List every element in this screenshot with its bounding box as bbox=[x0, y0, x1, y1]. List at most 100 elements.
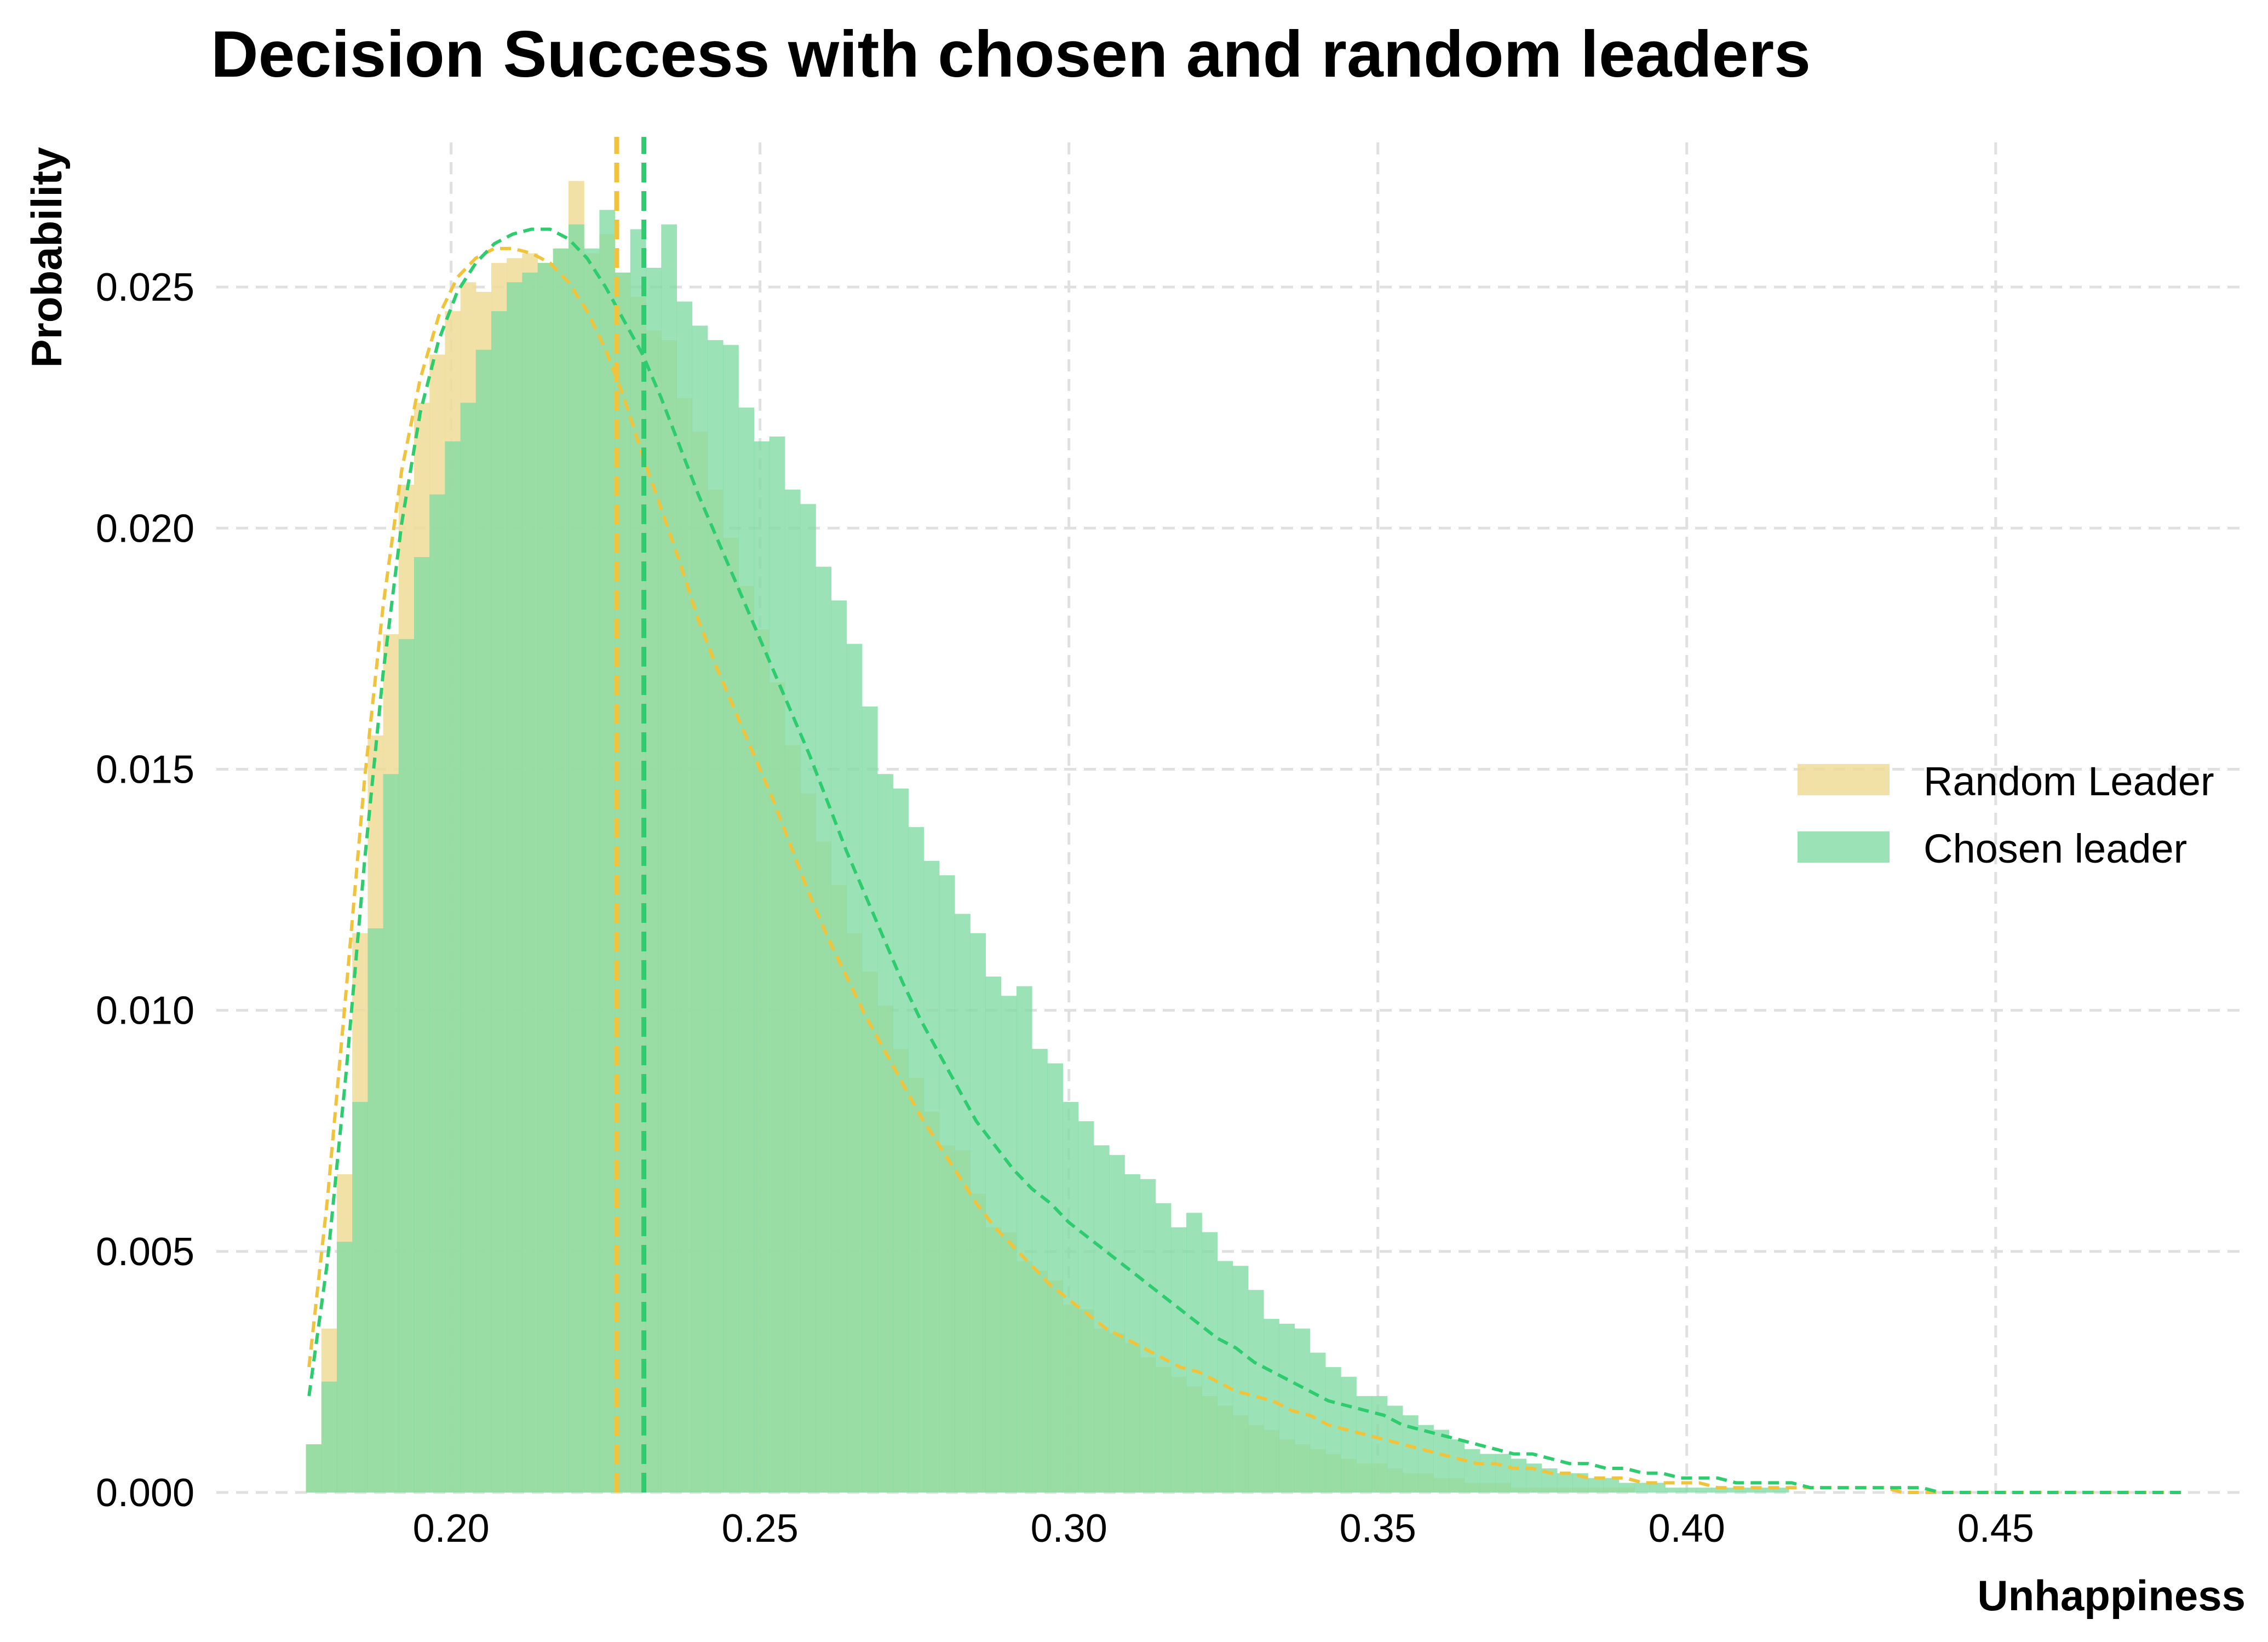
histogram-bar bbox=[846, 644, 863, 1492]
histogram-bar bbox=[414, 557, 430, 1492]
histogram-bar bbox=[352, 1101, 368, 1492]
y-tick-label: 0.020 bbox=[96, 507, 194, 550]
histogram-bar bbox=[1202, 1232, 1218, 1492]
histogram-bar bbox=[336, 1242, 353, 1492]
histogram-bar bbox=[754, 441, 770, 1492]
y-tick-label: 0.000 bbox=[96, 1471, 194, 1515]
histogram-bar bbox=[723, 345, 739, 1492]
histogram-bar bbox=[1680, 1488, 1697, 1492]
histogram-bar bbox=[800, 504, 816, 1493]
histogram-bar bbox=[692, 325, 708, 1493]
histogram-bar bbox=[1433, 1429, 1450, 1492]
x-axis-label: Unhappiness bbox=[1977, 1571, 2246, 1620]
histogram-bar bbox=[1140, 1179, 1156, 1492]
histogram-bar bbox=[1742, 1488, 1759, 1492]
x-tick-label: 0.35 bbox=[1340, 1507, 1416, 1551]
histogram-bar bbox=[1696, 1488, 1712, 1492]
x-tick-label: 0.40 bbox=[1649, 1507, 1725, 1551]
histogram-bar bbox=[306, 1444, 322, 1492]
histogram-bar bbox=[507, 282, 522, 1492]
legend-label-random-leader: Random Leader bbox=[1924, 759, 2214, 804]
kde-curves bbox=[307, 227, 2181, 1494]
histogram-bar bbox=[1650, 1483, 1666, 1492]
histogram-bar bbox=[460, 403, 476, 1493]
histogram-bar bbox=[1124, 1174, 1141, 1492]
histogram-bar bbox=[1603, 1478, 1620, 1492]
histogram-bar bbox=[970, 933, 986, 1492]
histogram-bar bbox=[568, 224, 584, 1493]
chart-title: Decision Success with chosen and random … bbox=[211, 18, 1811, 91]
histogram-bar bbox=[584, 248, 600, 1493]
y-axis-label: Probability bbox=[22, 147, 71, 368]
histogram-bar bbox=[1341, 1376, 1357, 1492]
histogram-bar bbox=[1495, 1454, 1511, 1492]
histogram-bar bbox=[1016, 986, 1032, 1492]
histogram-bar bbox=[707, 340, 724, 1493]
histogram-bar bbox=[475, 349, 492, 1492]
kde-curve-chosen-leader bbox=[307, 227, 2181, 1494]
histogram-bar bbox=[553, 248, 569, 1493]
histogram-bar bbox=[769, 437, 785, 1493]
histogram-bar bbox=[1634, 1483, 1650, 1492]
histogram-bar bbox=[321, 1381, 337, 1492]
histogram-bar bbox=[1078, 1121, 1094, 1492]
x-tick-label: 0.20 bbox=[413, 1507, 490, 1551]
legend: Random Leader Chosen leader bbox=[1798, 759, 2214, 871]
histogram-bar bbox=[738, 407, 755, 1492]
histogram-bar bbox=[784, 489, 801, 1492]
histogram-bar bbox=[1371, 1396, 1388, 1492]
histogram-bar bbox=[1727, 1488, 1743, 1492]
histogram-bar bbox=[1665, 1488, 1681, 1492]
histogram-bar bbox=[1557, 1473, 1573, 1492]
histogram-bar bbox=[1588, 1478, 1604, 1492]
histogram-bar bbox=[1464, 1449, 1480, 1492]
histogram-bar bbox=[1387, 1405, 1403, 1492]
histogram-bar bbox=[599, 210, 616, 1492]
histogram-bar bbox=[939, 875, 955, 1492]
histogram-bar bbox=[1217, 1261, 1233, 1492]
histogram-bar bbox=[1186, 1213, 1202, 1492]
y-tick-label: 0.010 bbox=[96, 989, 194, 1033]
legend-swatch-chosen-leader bbox=[1798, 831, 1890, 863]
histogram-bar bbox=[1279, 1323, 1295, 1492]
kde-curve-random-leader bbox=[307, 246, 2181, 1494]
histogram-bar bbox=[398, 639, 415, 1492]
histogram-bar bbox=[1170, 1227, 1187, 1492]
histogram-bar bbox=[1232, 1266, 1249, 1492]
histogram-bar bbox=[1325, 1367, 1341, 1492]
histogram-bar bbox=[1511, 1459, 1527, 1492]
histogram-bar bbox=[429, 494, 445, 1493]
legend-swatch-random-leader bbox=[1798, 764, 1890, 795]
x-tick-label: 0.25 bbox=[722, 1507, 799, 1551]
histogram-bar bbox=[985, 977, 1002, 1492]
histogram-bar bbox=[1248, 1290, 1264, 1492]
histogram-bar bbox=[1479, 1454, 1496, 1492]
histogram-bar bbox=[1047, 1063, 1064, 1492]
x-tick-label: 0.45 bbox=[1957, 1507, 2034, 1551]
legend-label-chosen-leader: Chosen leader bbox=[1924, 826, 2187, 871]
histogram-bar bbox=[1711, 1488, 1727, 1492]
y-tick-label: 0.025 bbox=[96, 266, 194, 309]
histogram-bar bbox=[923, 860, 940, 1492]
histogram-bars bbox=[306, 181, 1789, 1493]
y-tick-label: 0.015 bbox=[96, 748, 194, 791]
histogram-bar bbox=[1418, 1425, 1434, 1492]
histogram-bar bbox=[1773, 1488, 1789, 1492]
histogram-bar bbox=[1618, 1483, 1635, 1492]
histogram-bar bbox=[537, 263, 554, 1492]
x-tick-labels: 0.20 0.25 0.30 0.35 0.40 0.45 bbox=[413, 1507, 2034, 1551]
y-tick-labels: 0.000 0.005 0.010 0.015 0.020 0.025 bbox=[96, 266, 194, 1515]
histogram-bar bbox=[1109, 1155, 1125, 1492]
histogram-bar bbox=[831, 600, 847, 1492]
histogram-bar bbox=[1758, 1488, 1774, 1492]
histogram-bar bbox=[383, 774, 399, 1492]
histogram-bar bbox=[676, 301, 693, 1493]
histogram-bar bbox=[862, 707, 878, 1492]
histogram-bar bbox=[893, 788, 909, 1492]
histogram-bar bbox=[491, 311, 507, 1492]
x-tick-label: 0.30 bbox=[1031, 1507, 1107, 1551]
histogram-bar bbox=[1093, 1145, 1110, 1492]
histogram-bar bbox=[908, 827, 925, 1492]
histogram-bar bbox=[1155, 1203, 1172, 1492]
